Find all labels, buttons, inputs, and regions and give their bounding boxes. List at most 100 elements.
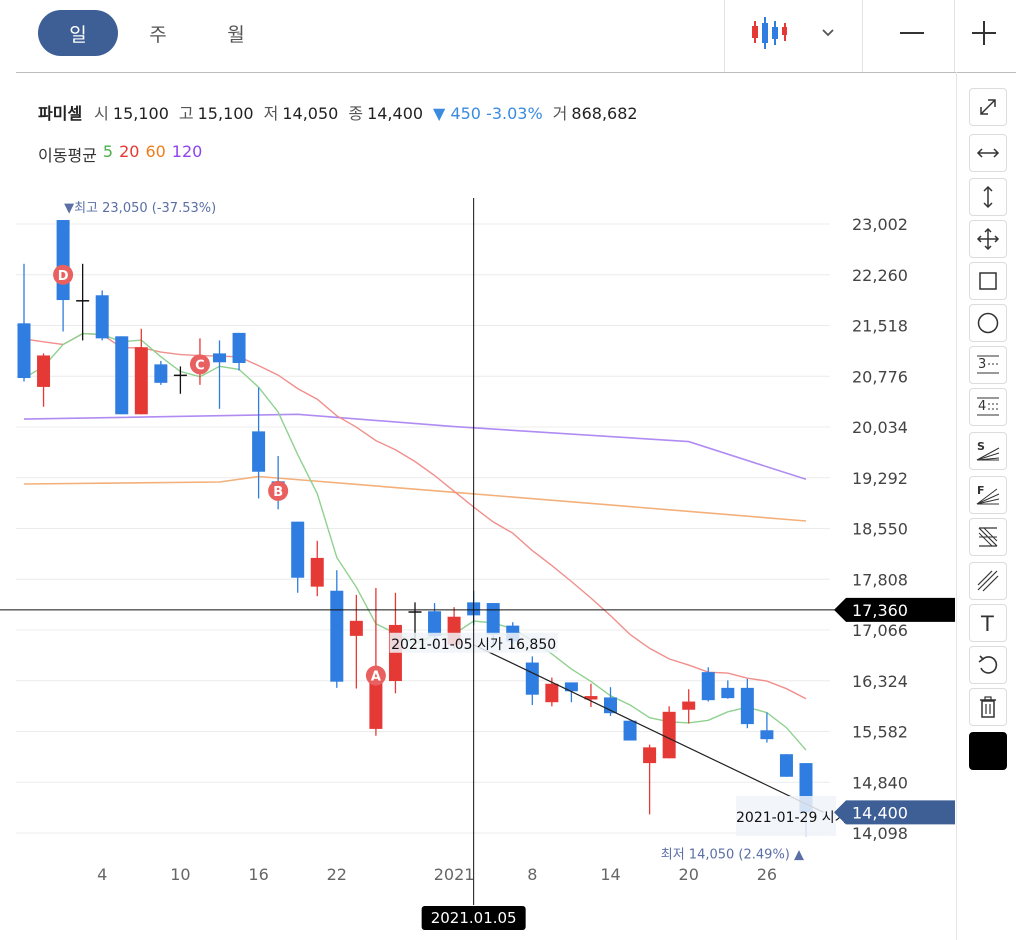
candle-body: [721, 687, 735, 699]
tool-parallel-lines[interactable]: [969, 562, 1007, 600]
divider: [954, 0, 955, 72]
tab-weekly[interactable]: 주: [149, 23, 167, 46]
candle-body: [154, 364, 168, 383]
ma-legend-5: 5: [102, 142, 114, 161]
crosshair-date-label: 2021.01.05: [431, 909, 517, 927]
vertical-arrow-icon: [983, 185, 993, 209]
chevron-down-icon: [822, 29, 834, 37]
svg-text:F: F: [977, 484, 985, 497]
candle-body: [486, 603, 500, 635]
current-price-label: 14,400: [852, 803, 908, 822]
candlestick-chart[interactable]: 23,002 22,260 21,518 20,776 20,034 19,292 18,5…: [0, 0, 955, 940]
ma60-line: [23, 475, 807, 522]
low-value: 14,050: [282, 104, 339, 123]
svg-text:T: T: [980, 612, 994, 635]
candle-body: [662, 711, 676, 759]
candle-body: [369, 681, 383, 729]
chart-type-dropdown[interactable]: [812, 10, 844, 56]
tool-fullscreen[interactable]: [969, 88, 1007, 126]
x-tick-label: 8: [527, 865, 537, 884]
color-swatch[interactable]: [969, 732, 1007, 770]
plus-icon: [972, 21, 996, 45]
tool-text[interactable]: T: [969, 604, 1007, 642]
tool-move[interactable]: [969, 220, 1007, 258]
candle-body: [779, 754, 793, 777]
tool-fibonacci-4[interactable]: 4: [969, 388, 1007, 426]
low-label: 저: [263, 104, 279, 123]
y-tick-label: 14,840: [852, 773, 908, 792]
change-value: ▼ 450 -3.03%: [433, 104, 543, 123]
current-price-tag: [834, 800, 955, 825]
ma-legend-120: 120: [171, 142, 203, 161]
candle-body: [545, 683, 559, 703]
signal-marker-label: D: [58, 269, 69, 284]
candle-body: [701, 672, 715, 701]
candle-body: [584, 696, 598, 700]
tool-fan[interactable]: F: [969, 476, 1007, 514]
candle-body: [408, 611, 422, 613]
signal-marker: [268, 480, 289, 501]
ma-legend-60: 60: [145, 142, 166, 161]
crosshair-price-label: 17,360: [852, 601, 908, 620]
candle-body: [564, 682, 578, 692]
svg-text:S: S: [977, 440, 985, 453]
y-tick-label: 16,324: [852, 672, 908, 691]
signal-marker: [189, 354, 210, 375]
tool-circle[interactable]: [969, 304, 1007, 342]
candle-body: [134, 347, 148, 415]
horizontal-arrow-icon: [976, 148, 1000, 158]
candle-body: [740, 687, 754, 725]
divider: [16, 72, 1016, 73]
zoom-in-button[interactable]: [960, 10, 1008, 56]
y-tick-label: 20,776: [852, 367, 908, 386]
tool-undo[interactable]: [969, 646, 1007, 684]
fibonacci-4-icon: 4: [977, 397, 999, 416]
y-tick-label: 18,550: [852, 520, 908, 539]
tab-monthly[interactable]: 월: [227, 23, 245, 46]
tool-horizontal-line[interactable]: [969, 134, 1007, 172]
trend-channel-icon: [978, 527, 998, 547]
signal-marker: [53, 264, 74, 285]
tab-daily[interactable]: 일: [38, 10, 118, 56]
crosshair-date-tag: [421, 906, 526, 930]
y-tick-label: 17,066: [852, 621, 908, 640]
candle-body: [95, 295, 109, 339]
y-tick-label: 23,002: [852, 215, 908, 234]
candle-body: [173, 374, 187, 377]
tool-trend-channel[interactable]: [969, 518, 1007, 556]
candle-body: [76, 300, 90, 302]
candle-body: [428, 611, 442, 636]
chart-type-button[interactable]: [744, 10, 792, 56]
trendline-label-bg: [736, 796, 836, 836]
divider: [862, 0, 863, 72]
tool-fibonacci-3[interactable]: 3: [969, 346, 1007, 384]
candle-body: [252, 431, 266, 472]
y-tick-label: 17,808: [852, 570, 908, 589]
parallel-lines-icon: [977, 570, 999, 592]
candle-body: [17, 323, 31, 379]
divider: [724, 0, 725, 72]
candle-body: [291, 521, 305, 578]
x-tick-label: 2021: [434, 865, 475, 884]
rectangle-icon: [979, 272, 997, 290]
zoom-out-button[interactable]: [888, 10, 936, 56]
candle-body: [349, 620, 363, 636]
candle-body: [310, 557, 324, 587]
candle-body: [623, 720, 637, 741]
top-bar: 일 주 월: [0, 0, 1024, 72]
tool-delete[interactable]: [969, 688, 1007, 726]
svg-text:4: 4: [978, 399, 986, 414]
low-annotation: 최저 14,050 (2.49%) ▲: [661, 847, 804, 862]
candle-body: [525, 662, 539, 695]
y-tick-label: 15,582: [852, 723, 908, 742]
x-tick-label: 16: [248, 865, 268, 884]
crosshair-price-tag: [834, 597, 955, 622]
y-tick-label: 22,260: [852, 266, 908, 285]
tool-rectangle[interactable]: [969, 262, 1007, 300]
x-tick-label: 22: [327, 865, 347, 884]
volume-label: 거: [552, 104, 568, 123]
tool-speed-fan[interactable]: S: [969, 432, 1007, 470]
y-tick-label: 21,518: [852, 317, 908, 336]
tool-vertical-line[interactable]: [969, 178, 1007, 216]
x-tick-label: 26: [757, 865, 777, 884]
